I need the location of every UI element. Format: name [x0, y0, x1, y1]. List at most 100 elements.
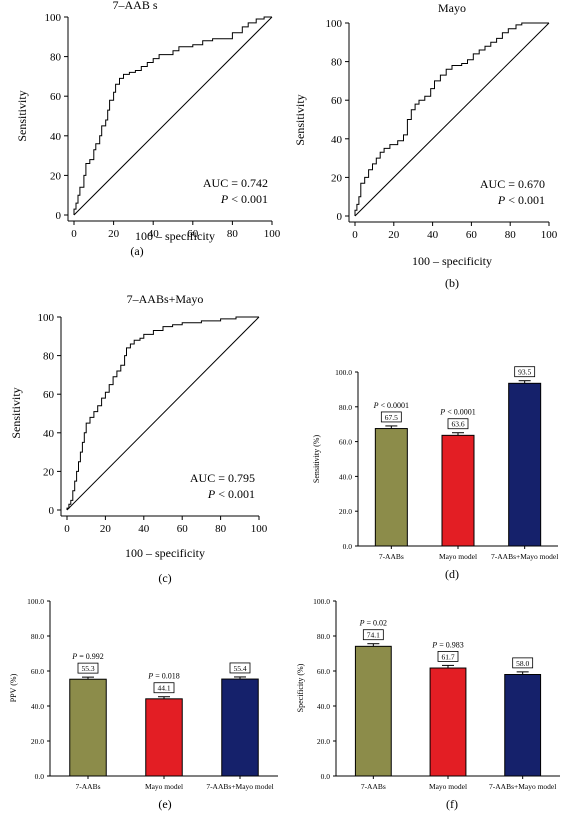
x-tick-label: 100 — [251, 523, 268, 535]
p-value-annotation-p: P — [220, 192, 229, 206]
value-label-box — [514, 366, 536, 378]
panel-label: (f) — [446, 797, 458, 811]
x-tick-label: 7-AABs+Mayo model — [491, 552, 558, 561]
chart-title: 7–AABs+Mayo — [127, 292, 204, 306]
roc-curve — [354, 22, 549, 216]
y-tick-label: 0.0 — [35, 772, 45, 781]
value-label: 63.6 — [451, 420, 464, 429]
p-value-annotation: P = 0.992 — [71, 652, 103, 661]
p-value-annotation-p: P — [439, 408, 445, 417]
panel-label: (b) — [445, 276, 459, 290]
x-tick-label: 100 — [264, 228, 281, 240]
y-tick-label: 40.0 — [317, 702, 330, 711]
x-tick-label: Mayo model — [145, 782, 183, 791]
value-label-box — [229, 662, 251, 674]
y-tick-label: 100.0 — [335, 368, 352, 377]
value-label-box — [380, 411, 402, 423]
y-tick-label: 0 — [337, 211, 343, 223]
x-tick-label: 20 — [100, 523, 112, 535]
y-tick-label: 80.0 — [339, 403, 352, 412]
p-value-annotation-value: = 0.983 — [437, 640, 464, 649]
x-tick-label: 40 — [138, 523, 150, 535]
x-axis-label: 100 – specificity — [412, 254, 492, 268]
y-tick-label: 40.0 — [31, 702, 44, 711]
x-axis-label: 100 – specificity — [125, 546, 205, 560]
y-tick-label: 20 — [50, 170, 62, 182]
y-tick-label: 40 — [331, 134, 343, 146]
value-label: 55.4 — [233, 664, 246, 673]
y-tick-label: 100.0 — [313, 597, 330, 606]
x-tick-label: 80 — [227, 228, 239, 240]
value-label: 61.7 — [441, 652, 454, 661]
x-tick-label: 7-AABs — [75, 782, 100, 791]
value-label-box — [512, 657, 534, 669]
p-value-annotation: P < 0.0001 — [373, 401, 409, 410]
p-value-annotation-value: < 0.0001 — [445, 408, 476, 417]
x-tick-label: 60 — [466, 229, 478, 241]
p-value-annotation-value: = 0.018 — [153, 672, 180, 681]
y-axis-label: Sensitivity — [9, 387, 23, 438]
p-value-annotation-p: P — [147, 672, 153, 681]
x-tick-label: 7-AABs+Mayo model — [206, 782, 273, 791]
y-tick-label: 100 — [45, 12, 62, 24]
p-value-annotation-value: = 0.02 — [365, 619, 388, 628]
x-tick-label: 7-AABs+Mayo model — [489, 782, 556, 791]
x-tick-label: 60 — [187, 228, 199, 240]
y-tick-label: 0.0 — [343, 542, 353, 551]
y-axis-label: Sensitivity (%) — [312, 435, 321, 484]
p-value-annotation: P = 0.983 — [431, 640, 463, 649]
x-tick-label: 80 — [505, 229, 517, 241]
y-tick-label: 60.0 — [31, 667, 44, 676]
chart-c: 0 20 40 60 80 100 0 20 40 60 80 100 7–AABs+Mayo 100 –… — [9, 292, 268, 585]
p-value-annotation-value: = 0.992 — [77, 652, 104, 661]
x-tick-label: 60 — [177, 523, 189, 535]
chart-d: 0.0 20.0 40.0 60.0 80.0 100.0 67.5 P < 0.0001 7-… — [312, 366, 558, 581]
auc-annotation: AUC = 0.670 — [480, 177, 545, 191]
p-value-annotation-p: P — [497, 193, 506, 207]
y-tick-label: 80 — [50, 52, 62, 64]
x-tick-label: 0 — [64, 523, 70, 535]
y-tick-label: 100 — [38, 312, 55, 324]
y-tick-label: 0.0 — [321, 772, 331, 781]
value-label: 44.1 — [157, 684, 170, 693]
x-tick-label: 7-AABs — [379, 552, 404, 561]
x-tick-label: 20 — [108, 228, 120, 240]
x-tick-label: Mayo model — [429, 782, 467, 791]
x-tick-label: 0 — [352, 229, 358, 241]
y-axis-label: Sensitivity — [15, 90, 29, 141]
value-label-box — [153, 682, 175, 694]
y-tick-label: 20 — [43, 466, 55, 478]
y-tick-label: 40 — [43, 428, 55, 440]
reference-diagonal — [73, 16, 273, 216]
p-value-annotation-value: < 0.001 — [215, 487, 255, 501]
bar-2 — [145, 698, 183, 777]
y-tick-label: 40.0 — [339, 472, 352, 481]
p-value-annotation: P = 0.018 — [147, 672, 179, 681]
panel-label: (d) — [445, 567, 459, 581]
chart-b: 0 20 40 60 80 100 0 20 40 60 80 100 Mayo 100 – specif… — [293, 1, 558, 290]
y-axis-label: Sensitivity — [293, 94, 307, 145]
bar-3 — [221, 678, 259, 777]
x-tick-label: 7-AABs — [361, 782, 386, 791]
value-label: 67.5 — [385, 413, 398, 422]
bar-1 — [354, 645, 392, 777]
x-axis-label: 100 – specificity — [135, 229, 215, 243]
p-value-annotation: P < 0.001 — [207, 487, 255, 501]
p-value-annotation-value: < 0.001 — [505, 193, 545, 207]
value-label: 58.0 — [516, 659, 529, 668]
chart-e: 0.0 20.0 40.0 60.0 80.0 100.0 55.3 P = 0.992 7-A… — [9, 597, 278, 811]
reference-diagonal — [66, 316, 260, 511]
y-tick-label: 20.0 — [317, 737, 330, 746]
y-tick-label: 100.0 — [27, 597, 44, 606]
chart-title: Mayo — [438, 1, 466, 15]
y-tick-label: 80 — [331, 57, 343, 69]
value-label-box — [447, 418, 469, 430]
x-tick-label: Mayo model — [439, 552, 477, 561]
p-value-annotation: P = 0.02 — [359, 619, 387, 628]
y-tick-label: 60 — [43, 389, 55, 401]
auc-annotation: AUC = 0.742 — [203, 176, 268, 190]
y-axis-label: PPV (%) — [9, 673, 18, 702]
y-tick-label: 60.0 — [317, 667, 330, 676]
x-tick-label: 80 — [215, 523, 227, 535]
p-value-annotation: P < 0.001 — [220, 192, 268, 206]
